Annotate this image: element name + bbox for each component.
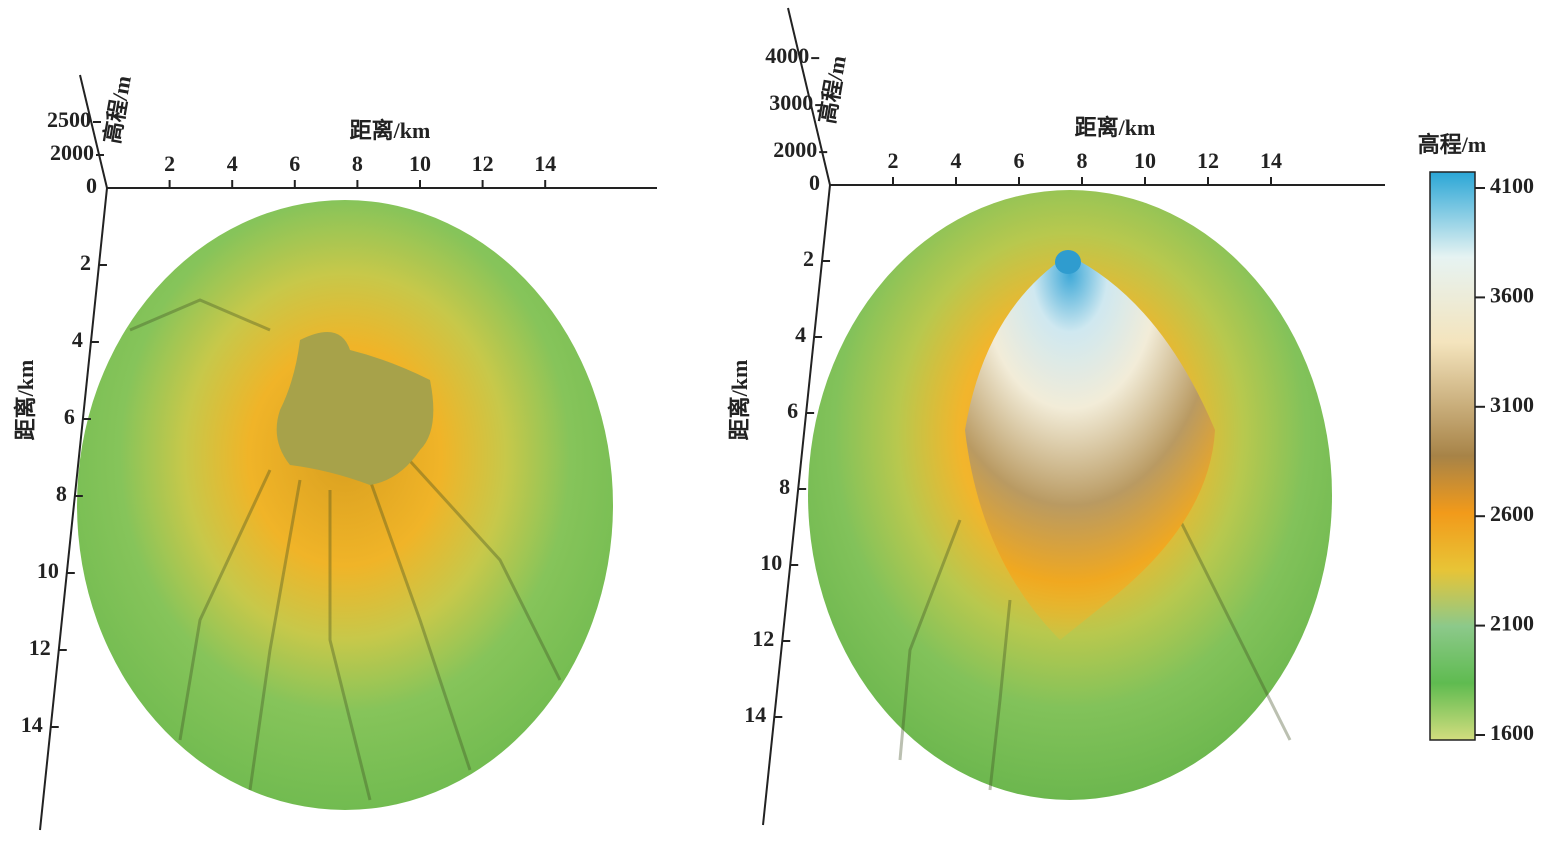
- x-tick-label: 8: [352, 151, 363, 176]
- y-tick-label: 14: [21, 712, 43, 737]
- y-tick-label: 4: [72, 327, 83, 352]
- x-tick-label: 14: [1260, 148, 1282, 173]
- x-tick-label: 4: [227, 151, 238, 176]
- elevation-axis: [79, 74, 108, 189]
- summit: [1055, 250, 1081, 274]
- x-tick-label: 10: [409, 151, 431, 176]
- colorbar-tick-label: 3600: [1490, 282, 1534, 307]
- terrain: [77, 200, 613, 810]
- y-axis-label: 距离/km: [13, 360, 38, 441]
- colorbar: [1429, 171, 1476, 741]
- ridges: [898, 519, 1292, 791]
- x-tick-label: 12: [1197, 148, 1219, 173]
- y-tick-label: 6: [64, 404, 75, 429]
- x-tick-label: 10: [1134, 148, 1156, 173]
- y-axis-label: 距离/km: [727, 360, 752, 441]
- y-tick-label: 12: [752, 626, 774, 651]
- x-tick-label: 6: [1014, 148, 1025, 173]
- y-tick-label: 8: [56, 481, 67, 506]
- elevation-axis-label: 高程/m: [99, 74, 136, 146]
- colorbar-title: 高程/m: [1418, 132, 1486, 157]
- elevation-tick-label: 2500: [47, 107, 91, 132]
- elevation-tick-label: 4000: [765, 43, 809, 68]
- y-tick-label: 4: [795, 322, 806, 347]
- crater-lake: [276, 332, 434, 485]
- elevation-tick-label: 2000: [773, 137, 817, 162]
- elevation-axis-label: 高程/m: [814, 54, 851, 126]
- cone: [965, 255, 1215, 640]
- x-axis-label: 距离/km: [1075, 115, 1156, 140]
- elevation-tick-label: 2000: [50, 140, 94, 165]
- elevation-tick-label: 0: [86, 173, 97, 198]
- x-tick-label: 8: [1077, 148, 1088, 173]
- elevation-tick-label: 0: [809, 170, 820, 195]
- colorbar-tick-label: 2100: [1490, 611, 1534, 636]
- y-tick-label: 8: [779, 474, 790, 499]
- y-tick-label: 14: [744, 702, 766, 727]
- elevation-axis: [787, 7, 831, 186]
- x-tick-label: 6: [289, 151, 300, 176]
- x-tick-label: 12: [472, 151, 494, 176]
- elevation-tick-label: 3000: [769, 90, 813, 115]
- colorbar-tick-label: 2600: [1490, 501, 1534, 526]
- y-tick-label: 10: [760, 550, 782, 575]
- colorbar-tick-label: 1600: [1490, 720, 1534, 745]
- x-tick-label: 14: [534, 151, 556, 176]
- x-axis-label: 距离/km: [350, 118, 431, 143]
- y-tick-label: 2: [803, 246, 814, 271]
- colorbar-tick-label: 3100: [1490, 392, 1534, 417]
- x-tick-label: 2: [164, 151, 175, 176]
- y-axis: [39, 187, 108, 831]
- y-tick-label: 10: [37, 558, 59, 583]
- ridges: [129, 298, 562, 801]
- y-axis: [762, 184, 831, 826]
- x-tick-label: 2: [888, 148, 899, 173]
- y-tick-label: 6: [787, 398, 798, 423]
- y-tick-label: 2: [80, 250, 91, 275]
- y-tick-label: 12: [29, 635, 51, 660]
- x-tick-label: 4: [951, 148, 962, 173]
- colorbar-tick-label: 4100: [1490, 173, 1534, 198]
